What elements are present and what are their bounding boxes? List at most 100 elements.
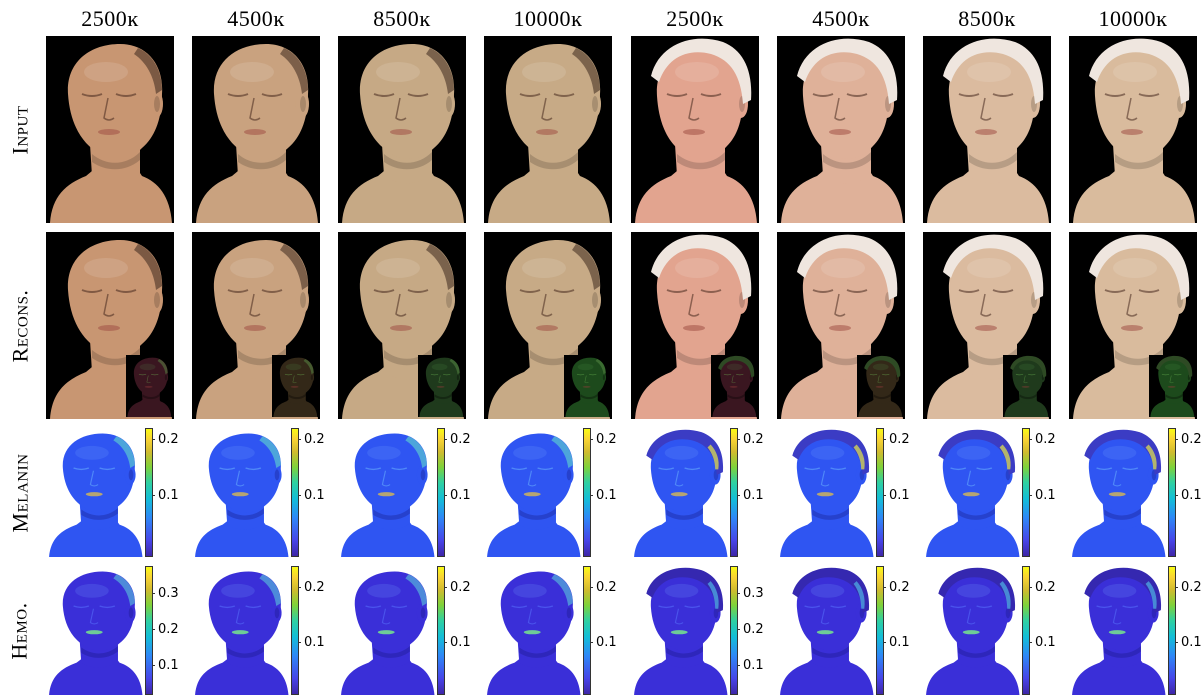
input-face-image xyxy=(192,36,320,223)
colorbar-gradient xyxy=(876,428,884,557)
reconstruction-face-image xyxy=(1069,232,1197,419)
colorbar-gradient xyxy=(291,566,299,695)
face-render xyxy=(1073,234,1195,419)
melanin-map-image xyxy=(338,428,436,557)
colorbar-tick-label: 0.1 xyxy=(883,636,910,649)
map-render xyxy=(195,571,289,695)
reconstruction-face-image xyxy=(192,232,320,419)
colorbar-gradient xyxy=(437,428,445,557)
colorbar-gradient xyxy=(583,428,591,557)
map-render xyxy=(49,571,143,695)
row-label-text: Hemo. xyxy=(7,601,33,660)
colorbar-tick-label: 0.2 xyxy=(152,623,179,636)
colorbar-gradient xyxy=(583,566,591,695)
face-render xyxy=(927,38,1049,223)
face-render xyxy=(781,234,903,419)
reconstruction-face-image xyxy=(46,232,174,419)
face-render xyxy=(342,44,464,223)
hemoglobin-colorbar: 0.2 0.1 xyxy=(291,566,325,695)
hemoglobin-map-image xyxy=(484,566,582,695)
hemoglobin-map-image xyxy=(338,566,436,695)
column-header-temperature: 4500ĸ xyxy=(812,6,870,31)
map-render xyxy=(487,433,581,557)
colorbar-tick-label: 0.1 xyxy=(1175,489,1202,502)
hemoglobin-colorbar: 0.3 0.2 0.1 xyxy=(730,566,764,695)
map-render xyxy=(780,567,874,695)
reconstruction-face-image xyxy=(777,232,905,419)
hemoglobin-colorbar: 0.2 0.1 xyxy=(437,566,471,695)
melanin-colorbar: 0.2 0.1 xyxy=(730,428,764,557)
error-inset-thumbnail xyxy=(1149,355,1195,417)
colorbar-gradient xyxy=(876,566,884,695)
melanin-colorbar: 0.2 0.1 xyxy=(1168,428,1202,557)
colorbar-tick-label: 0.2 xyxy=(1029,433,1056,446)
colorbar-gradient xyxy=(1022,566,1030,695)
error-inset-thumbnail xyxy=(272,355,318,417)
melanin-colorbar: 0.2 0.1 xyxy=(437,428,471,557)
face-render xyxy=(50,44,172,223)
map-render xyxy=(634,567,728,695)
colorbar-gradient xyxy=(730,428,738,557)
reconstruction-face-image xyxy=(631,232,759,419)
colorbar-tick-label: 0.2 xyxy=(590,433,617,446)
error-inset-thumbnail xyxy=(857,355,903,417)
colorbar-tick-label: 0.1 xyxy=(1175,636,1202,649)
map-render xyxy=(780,429,874,557)
colorbar-tick-label: 0.2 xyxy=(737,433,764,446)
face-render xyxy=(50,240,172,419)
row-label-text: Recons. xyxy=(7,289,33,362)
melanin-colorbar: 0.2 0.1 xyxy=(876,428,910,557)
hemoglobin-colorbar: 0.3 0.2 0.1 xyxy=(145,566,179,695)
face-render xyxy=(342,240,464,419)
map-render xyxy=(195,433,289,557)
colorbar-tick-label: 0.1 xyxy=(883,489,910,502)
colorbar-tick-label: 0.2 xyxy=(883,581,910,594)
colorbar-tick-label: 0.2 xyxy=(1029,581,1056,594)
map-render xyxy=(49,433,143,557)
colorbar-tick-label: 0.2 xyxy=(883,433,910,446)
colorbar-tick-label: 0.2 xyxy=(1175,433,1202,446)
melanin-colorbar: 0.2 0.1 xyxy=(583,428,617,557)
column-header-temperature: 8500ĸ xyxy=(958,6,1016,31)
colorbar-tick-label: 0.3 xyxy=(737,587,764,600)
colorbar-tick-label: 0.1 xyxy=(152,659,179,672)
hemoglobin-colorbar: 0.2 0.1 xyxy=(1022,566,1056,695)
row-label: Recons. xyxy=(0,232,40,419)
face-render xyxy=(196,44,318,223)
colorbar-tick-label: 0.2 xyxy=(444,581,471,594)
map-render xyxy=(634,429,728,557)
face-render xyxy=(927,234,1049,419)
reconstruction-face-image xyxy=(484,232,612,419)
colorbar-tick-label: 0.1 xyxy=(298,636,325,649)
column-header-temperature: 10000ĸ xyxy=(513,6,583,31)
face-render xyxy=(781,38,903,223)
error-inset-thumbnail xyxy=(711,355,757,417)
colorbar-tick-label: 0.2 xyxy=(1175,581,1202,594)
map-render xyxy=(341,433,435,557)
face-render xyxy=(635,38,757,223)
colorbar-gradient xyxy=(291,428,299,557)
melanin-colorbar: 0.2 0.1 xyxy=(1022,428,1056,557)
melanin-map-image xyxy=(923,428,1021,557)
face-render xyxy=(488,44,610,223)
hemoglobin-map-image xyxy=(192,566,290,695)
error-inset-thumbnail xyxy=(1003,355,1049,417)
hemoglobin-map-image xyxy=(631,566,729,695)
column-header-temperature: 2500ĸ xyxy=(666,6,724,31)
error-inset-thumbnail xyxy=(418,355,464,417)
colorbar-tick-label: 0.2 xyxy=(590,581,617,594)
map-render xyxy=(926,567,1020,695)
colorbar-tick-label: 0.2 xyxy=(737,623,764,636)
colorbar-tick-label: 0.2 xyxy=(298,581,325,594)
face-render xyxy=(196,240,318,419)
colorbar-gradient xyxy=(145,566,153,695)
face-render xyxy=(1073,38,1195,223)
melanin-map-image xyxy=(1069,428,1167,557)
input-face-image xyxy=(777,36,905,223)
input-face-image xyxy=(484,36,612,223)
face-render xyxy=(488,240,610,419)
map-render xyxy=(341,571,435,695)
column-header-temperature: 4500ĸ xyxy=(227,6,285,31)
column-header-temperature: 10000ĸ xyxy=(1098,6,1168,31)
hemoglobin-map-image xyxy=(923,566,1021,695)
